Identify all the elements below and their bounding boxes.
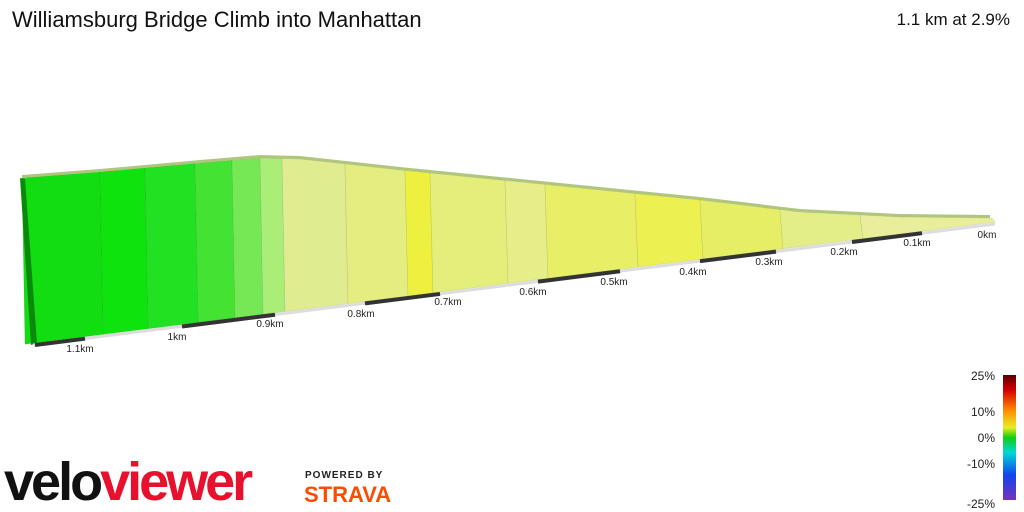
profile-strip bbox=[281, 158, 349, 312]
profile-strip bbox=[544, 184, 639, 279]
profile-strip bbox=[344, 163, 409, 304]
distance-label: 0.2km bbox=[830, 247, 857, 258]
profile-strip bbox=[194, 160, 236, 323]
profile-3d bbox=[20, 155, 996, 345]
profile-strip bbox=[504, 180, 549, 284]
axis-segment bbox=[699, 249, 777, 264]
title: Williamsburg Bridge Climb into Manhattan bbox=[12, 7, 422, 32]
logo-velo: velo bbox=[4, 452, 101, 512]
profile-strip bbox=[99, 167, 149, 335]
distance-axis: 1.1km 1km 0.9km 0.8km 0.7km 0.6km 0.5km 0.4km 0.… bbox=[32, 222, 997, 355]
distance-label: 0.7km bbox=[434, 297, 461, 308]
profile-strip bbox=[404, 170, 434, 297]
logo-viewer: viewer bbox=[100, 452, 253, 512]
axis-segment bbox=[364, 291, 441, 306]
climb-summary: 1.1 km at 2.9% bbox=[897, 10, 1010, 29]
distance-label: 0.8km bbox=[347, 309, 374, 320]
profile-strip bbox=[231, 157, 264, 319]
distance-label: 0.1km bbox=[903, 238, 930, 249]
gradient-label: -10% bbox=[967, 457, 995, 471]
distance-label: 0km bbox=[978, 230, 997, 241]
gradient-label: -25% bbox=[967, 497, 995, 511]
veloviewer-logo: veloviewer bbox=[4, 452, 253, 512]
strava-logo: STRAVA bbox=[304, 482, 391, 507]
gradient-label: 25% bbox=[971, 369, 995, 383]
profile-strip bbox=[144, 163, 199, 330]
gradient-scale-bar bbox=[1003, 375, 1016, 500]
profile-side bbox=[20, 178, 37, 345]
axis-segment bbox=[34, 336, 86, 347]
distance-label: 0.5km bbox=[600, 277, 627, 288]
powered-by: POWERED BY bbox=[305, 470, 383, 481]
profile-strip bbox=[699, 199, 784, 260]
distance-label: 1.1km bbox=[66, 344, 93, 355]
axis-segment bbox=[537, 269, 621, 284]
gradient-legend: 25% 10% 0% -10% -25% bbox=[967, 369, 995, 511]
axis-segment bbox=[851, 231, 923, 245]
gradient-label: 10% bbox=[971, 405, 995, 419]
gradient-label: 0% bbox=[978, 431, 996, 445]
profile-strip bbox=[259, 157, 286, 315]
profile-strip bbox=[634, 193, 704, 268]
distance-label: 0.4km bbox=[679, 267, 706, 278]
profile-strip bbox=[429, 172, 509, 294]
distance-label: 0.6km bbox=[519, 287, 546, 298]
axis-segment bbox=[181, 312, 276, 329]
distance-label: 0.3km bbox=[755, 257, 782, 268]
distance-label: 0.9km bbox=[256, 319, 283, 330]
distance-label: 1km bbox=[168, 332, 187, 343]
